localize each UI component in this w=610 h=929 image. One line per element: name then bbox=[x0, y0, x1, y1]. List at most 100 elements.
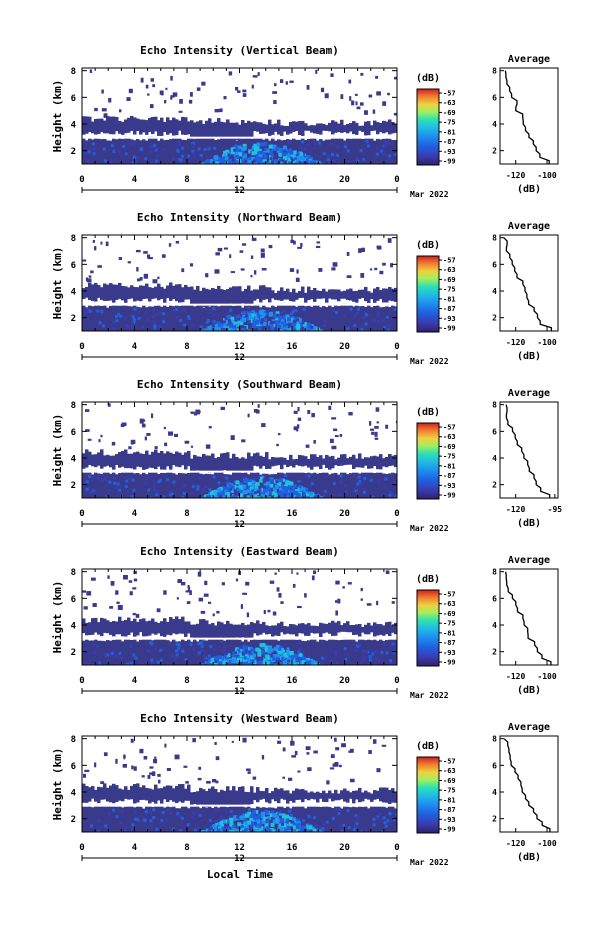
echo-cell bbox=[235, 578, 239, 582]
echo-cell bbox=[127, 789, 131, 800]
echo-cell bbox=[272, 813, 277, 818]
echo-cell bbox=[394, 473, 397, 498]
echo-cell bbox=[264, 823, 269, 828]
echo-cell bbox=[295, 824, 300, 829]
echo-cell bbox=[250, 274, 253, 278]
echo-cell bbox=[213, 819, 217, 823]
echo-cell bbox=[241, 243, 247, 246]
echo-cell bbox=[157, 638, 161, 665]
echo-cell bbox=[317, 496, 321, 498]
echo-cell bbox=[292, 150, 297, 155]
echo-cell bbox=[381, 744, 387, 747]
echo-cell bbox=[328, 790, 332, 799]
echo-cell bbox=[288, 161, 292, 164]
echo-cell bbox=[182, 323, 186, 327]
echo-cell bbox=[307, 305, 311, 331]
echo-cell bbox=[384, 140, 388, 144]
echo-cell bbox=[257, 314, 261, 318]
echo-cell bbox=[316, 791, 320, 803]
echo-cell bbox=[255, 482, 260, 487]
echo-cell bbox=[198, 813, 202, 817]
echo-cell bbox=[217, 163, 222, 164]
echo-cell bbox=[290, 154, 295, 159]
echo-cell bbox=[277, 811, 282, 816]
echo-cell bbox=[245, 830, 250, 832]
echo-cell bbox=[293, 240, 296, 245]
echo-cell bbox=[239, 250, 244, 253]
echo-cell bbox=[321, 497, 326, 498]
echo-cell bbox=[244, 159, 248, 163]
echo-cell bbox=[338, 808, 342, 812]
panel-title: Echo Intensity (Vertical Beam) bbox=[140, 44, 339, 57]
echo-cell bbox=[310, 482, 314, 486]
echo-cell bbox=[202, 488, 206, 492]
echo-cell bbox=[85, 786, 89, 803]
average-y-tick-label: 8 bbox=[492, 234, 497, 243]
echo-cell bbox=[229, 308, 233, 312]
echo-cell bbox=[92, 642, 96, 646]
echo-cell bbox=[106, 653, 110, 657]
echo-cell bbox=[91, 139, 95, 164]
echo-cell bbox=[373, 120, 377, 131]
echo-cell bbox=[241, 808, 245, 832]
echo-cell bbox=[306, 85, 310, 90]
echo-cell bbox=[352, 290, 356, 302]
echo-cell bbox=[88, 640, 92, 665]
echo-cell bbox=[331, 445, 337, 450]
echo-cell bbox=[200, 641, 204, 645]
echo-cell bbox=[313, 125, 317, 134]
echo-cell bbox=[241, 457, 245, 473]
echo-cell bbox=[202, 497, 207, 498]
echo-cell bbox=[367, 457, 371, 469]
echo-cell bbox=[187, 808, 191, 832]
echo-cell bbox=[342, 586, 345, 589]
echo-cell bbox=[388, 493, 392, 497]
echo-cell bbox=[322, 458, 326, 465]
echo-cell bbox=[145, 805, 149, 832]
echo-cell bbox=[296, 572, 299, 575]
echo-cell bbox=[91, 306, 95, 331]
echo-cell bbox=[290, 820, 294, 824]
echo-cell bbox=[222, 829, 226, 832]
colorbar-tick-label: -93 bbox=[443, 148, 456, 156]
echo-cell bbox=[151, 136, 155, 164]
echo-cell bbox=[301, 120, 305, 136]
echo-cell bbox=[121, 304, 125, 331]
echo-cell bbox=[193, 792, 197, 805]
echo-cell bbox=[124, 806, 128, 832]
echo-cell bbox=[222, 327, 226, 331]
echo-cell bbox=[116, 830, 120, 832]
echo-cell bbox=[285, 314, 290, 319]
average-x-tick-label: -120 bbox=[506, 839, 525, 848]
echo-cell bbox=[298, 623, 302, 634]
echo-cell bbox=[269, 157, 273, 161]
echo-cell bbox=[271, 304, 275, 331]
echo-cell bbox=[157, 805, 161, 832]
echo-cell bbox=[334, 737, 337, 742]
echo-cell bbox=[361, 289, 365, 298]
echo-cell bbox=[166, 285, 170, 299]
echo-cell bbox=[262, 621, 266, 633]
echo-cell bbox=[282, 156, 287, 161]
echo-cell bbox=[251, 161, 256, 164]
echo-cell bbox=[94, 454, 98, 468]
echo-cell bbox=[229, 623, 233, 641]
echo-cell bbox=[321, 330, 326, 331]
echo-cell bbox=[364, 286, 368, 302]
echo-cell bbox=[153, 143, 157, 147]
echo-cell bbox=[304, 808, 308, 832]
echo-cell bbox=[373, 288, 377, 303]
echo-cell bbox=[278, 315, 283, 320]
echo-cell bbox=[130, 495, 134, 498]
echo-cell bbox=[287, 149, 291, 153]
echo-cell bbox=[334, 789, 338, 801]
echo-cell bbox=[154, 449, 158, 470]
echo-cell bbox=[115, 621, 119, 635]
y-axis-label: Height (km) bbox=[51, 80, 64, 153]
echo-cell bbox=[184, 305, 188, 331]
echo-cell bbox=[298, 471, 302, 498]
echo-cell bbox=[243, 326, 247, 330]
echo-cell bbox=[127, 805, 131, 832]
echo-cell bbox=[154, 756, 157, 759]
echo-cell bbox=[235, 487, 239, 491]
